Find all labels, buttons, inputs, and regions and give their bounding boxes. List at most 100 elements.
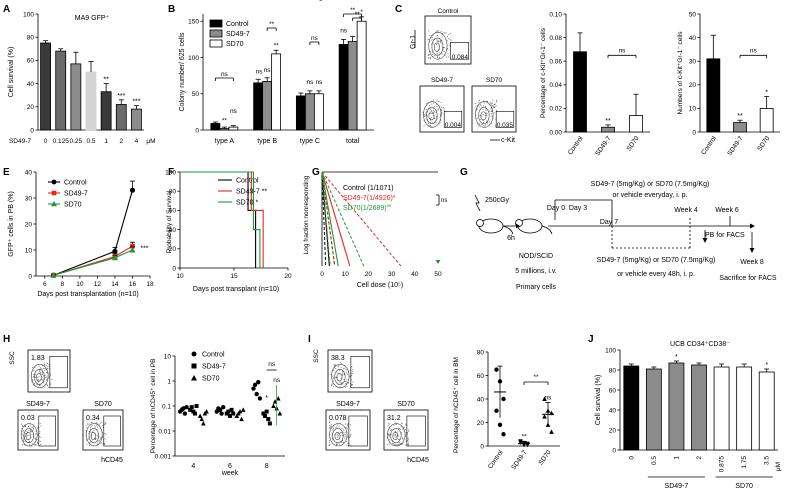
contour: [428, 32, 448, 60]
data-point: [234, 413, 240, 418]
x-axis-label: hCD45: [101, 457, 123, 464]
data-point: [497, 422, 503, 428]
bar: [706, 58, 721, 133]
cytometry-dot: [424, 115, 426, 117]
cytometry-dot: [22, 430, 24, 432]
y-axis-label: SSC: [9, 351, 16, 365]
flow-plot-frame: [17, 409, 59, 451]
cytometry-dot: [436, 106, 438, 108]
cytometry-dot: [439, 41, 441, 43]
data-point: [201, 420, 206, 426]
cytometry-dot: [25, 430, 27, 432]
cytometry-dot: [105, 422, 107, 424]
contour: [90, 432, 97, 440]
cytometry-dot: [328, 440, 330, 442]
x-tick-label: SD49-7: [594, 135, 613, 157]
cytometry-dot: [342, 440, 344, 442]
cytometry-dot: [94, 425, 96, 427]
cytometry-dot: [389, 430, 391, 432]
y-axis-label: Percentage of c-Kit⁺Gr-1⁻ cells: [540, 27, 547, 118]
contour: [85, 423, 103, 447]
cytometry-dot: [405, 436, 407, 438]
cytometry-dot: [437, 29, 439, 31]
cytometry-dot: [334, 376, 336, 378]
x-tick-label: 30: [388, 271, 396, 278]
x-tick-label: 4: [135, 138, 139, 145]
y-tick-label: 150: [188, 19, 199, 26]
cytometry-dot: [44, 370, 46, 372]
cytometry-dot: [447, 47, 449, 49]
cytometry-dot: [433, 105, 435, 107]
x-tick-label: 6: [43, 281, 47, 288]
x-tick-label: 16: [129, 281, 137, 288]
cytometry-dot: [490, 101, 492, 103]
cytometry-dot: [405, 434, 407, 436]
cytometry-dot: [338, 426, 340, 428]
cytometry-dot: [36, 439, 38, 441]
cytometry-dot: [98, 440, 100, 442]
cytometry-dot: [31, 426, 33, 428]
bar: [356, 20, 367, 131]
cytometry-dot: [432, 35, 434, 37]
x-tick-label: 8: [60, 281, 64, 288]
cytometry-dot: [388, 443, 390, 445]
flow-gate-value: 0.084: [452, 54, 469, 61]
y-tick-label: 20: [609, 427, 617, 434]
contour: [332, 428, 344, 444]
cytometry-dot: [42, 382, 44, 384]
cytometry-dot: [340, 382, 342, 384]
cytometry-dot: [29, 440, 31, 442]
cytometry-dot: [339, 362, 341, 364]
cytometry-dot: [393, 435, 395, 437]
bar: [713, 366, 730, 451]
data-point: [542, 414, 547, 419]
data-point: [277, 411, 283, 416]
bar: [55, 50, 67, 131]
cytometry-dot: [387, 434, 389, 436]
cytometry-dot: [389, 434, 391, 436]
cytometry-dot: [38, 376, 40, 378]
cytometry-dot: [394, 444, 396, 446]
y-tick-label: 80: [27, 35, 35, 42]
cytometry-dot: [46, 380, 48, 382]
cytometry-dot: [29, 425, 31, 427]
y-tick-label: 0.08: [549, 35, 562, 42]
cytometry-dot: [350, 429, 352, 431]
y-tick-label: 0: [172, 265, 176, 272]
cytometry-dot: [332, 439, 334, 441]
y-tick-label: 80: [477, 349, 485, 356]
contour: [390, 428, 402, 444]
flow-gate-value: 0.078: [329, 415, 347, 422]
y-tick-label: 10: [25, 247, 33, 254]
cytometry-dot: [349, 435, 351, 437]
survival-curve: [180, 171, 257, 268]
cytometry-dot: [102, 424, 104, 426]
cytometry-dot: [405, 431, 407, 433]
panel-letter: A: [3, 4, 10, 15]
data-point: [494, 367, 499, 372]
cytometry-dot: [437, 40, 439, 42]
cytometry-dot: [43, 364, 45, 366]
cytometry-dot: [432, 110, 434, 112]
legend-swatch: [209, 39, 223, 48]
y-tick-label: 0.00: [549, 129, 562, 136]
data-point: [267, 421, 272, 426]
cytometry-dot: [439, 41, 441, 43]
panel-i-flow: 38.3 0.078 31.2 SD49-7 SD70 SSC hCD45: [313, 349, 429, 464]
cytometry-dot: [407, 440, 409, 442]
cytometry-dot: [441, 39, 443, 41]
panel-letter: E: [3, 167, 10, 178]
cytometry-dot: [344, 381, 346, 383]
timepoint-label: Week 6: [715, 207, 739, 214]
cytometry-dot: [331, 385, 333, 387]
contour: [475, 101, 494, 128]
flow-plot-label: SD49-7: [26, 401, 50, 408]
cytometry-dot: [346, 426, 348, 428]
data-point: [184, 404, 189, 410]
cytometry-dot: [336, 433, 338, 435]
cytometry-dot: [341, 431, 343, 433]
cytometry-dot: [22, 424, 24, 426]
cytometry-dot: [40, 425, 42, 427]
cytometry-dot: [333, 427, 335, 429]
x-axis-label: Days post transplant (n=10): [193, 286, 279, 293]
